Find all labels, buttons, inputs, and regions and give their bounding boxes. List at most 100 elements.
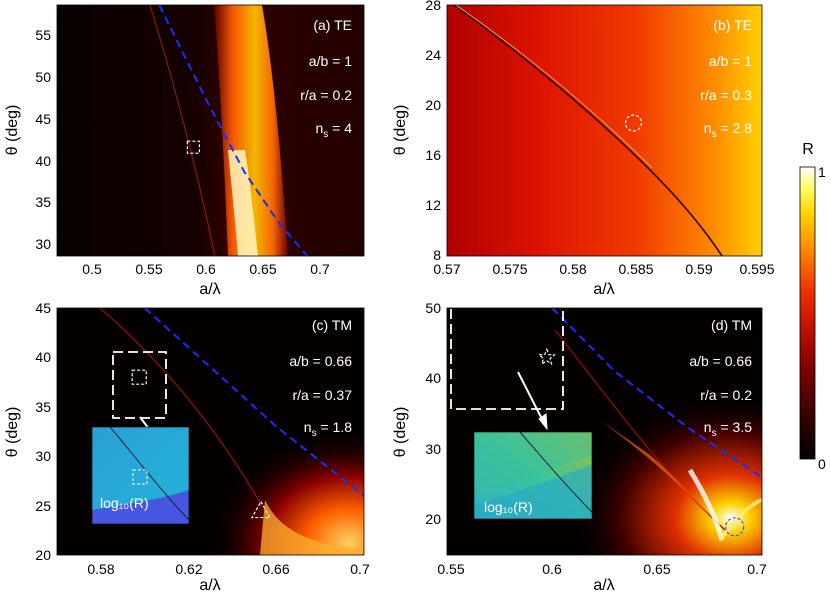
panel-d-arrow [517, 371, 546, 426]
y-tick-label: 30 [425, 441, 441, 457]
panel-a-x-axis-label: a/λ [199, 281, 220, 298]
y-tick-label: 45 [35, 111, 51, 127]
panel-d: log₁₀(R) 0.55 0.6 35 40 45 50 a/λ θ (deg… [392, 300, 767, 593]
panel-d-param-ns: ns = 3.5 [704, 419, 752, 439]
panel-c-inset-region [112, 351, 167, 419]
panel-d-blue-dashed-line [551, 307, 763, 479]
panel-c-blue-dashed-line [144, 307, 365, 497]
panel-c-x-axis-label: a/λ [199, 577, 220, 593]
y-tick-label: 55 [35, 27, 51, 43]
y-tick-label: 20 [425, 511, 441, 527]
inset-y-tick: 38 [78, 468, 90, 479]
x-tick-label: 0.585 [618, 261, 653, 277]
y-tick-label: 30 [35, 236, 51, 252]
inset-y-tick: 45 [460, 458, 472, 469]
x-tick-label: 0.6 [196, 261, 216, 277]
x-tick-label: 0.65 [249, 261, 276, 277]
y-tick-label: 8 [433, 247, 441, 263]
x-tick-label: 0.57 [433, 261, 460, 277]
panel-c-x-ticks: 0.58 0.62 0.66 0.7 [87, 561, 370, 577]
panel-a-label: (a) TE [313, 17, 352, 33]
panel-c: log₁₀(R) 0.59 0.6 0.61 36 38 40 a/λ θ (d… [4, 300, 370, 593]
inset-x-tick: 0.6 [138, 529, 152, 540]
panel-d-inset-y-label: θ (deg) [451, 464, 461, 493]
panel-a-x-ticks: 0.5 0.55 0.6 0.65 0.7 [82, 261, 330, 277]
inset-y-tick: 40 [460, 486, 472, 497]
x-tick-label: 0.55 [135, 261, 162, 277]
panel-c-param-ra: r/a = 0.37 [292, 387, 352, 403]
y-tick-label: 45 [35, 300, 51, 316]
x-tick-label: 0.59 [685, 261, 712, 277]
panel-a-marker [186, 140, 200, 154]
y-tick-label: 40 [425, 370, 441, 386]
panel-d-inset: log₁₀(R) 0.55 0.6 35 40 45 50 a/λ θ (deg… [451, 430, 593, 548]
x-tick-label: 0.575 [492, 261, 527, 277]
panel-d-param-ra: r/a = 0.2 [700, 387, 752, 403]
x-tick-label: 0.7 [747, 561, 767, 577]
y-tick-label: 50 [35, 69, 51, 85]
y-tick-label: 30 [35, 448, 51, 464]
panel-d-circle-marker [725, 517, 745, 537]
panel-d-arrow-head [538, 413, 548, 431]
x-tick-label: 0.595 [739, 261, 774, 277]
panel-d-y-axis-label: θ (deg) [392, 407, 409, 458]
inset-x-tick: 0.6 [553, 524, 567, 535]
y-tick-label: 20 [425, 97, 441, 113]
panel-c-param-ab: a/b = 0.66 [289, 353, 352, 369]
panel-a-param-ab: a/b = 1 [309, 53, 352, 69]
panel-b-param-ab: a/b = 1 [709, 53, 752, 69]
x-tick-label: 0.5 [82, 261, 102, 277]
y-tick-label: 40 [35, 153, 51, 169]
panel-a-y-ticks: 30 35 40 45 50 55 [35, 27, 51, 252]
panel-a-heatmap [57, 5, 364, 256]
panel-b-param-ra: r/a = 0.3 [700, 87, 752, 103]
panel-d-x-axis-label: a/λ [593, 577, 614, 593]
x-tick-label: 0.6 [542, 561, 562, 577]
panel-a-blue-dashed-line [158, 4, 308, 257]
y-tick-label: 40 [35, 349, 51, 365]
inset-x-tick: 0.59 [100, 529, 120, 540]
panel-b-y-ticks: 8 12 16 20 24 28 [425, 0, 441, 263]
x-tick-label: 0.7 [350, 561, 370, 577]
x-tick-label: 0.58 [87, 561, 114, 577]
panel-d-frame [446, 307, 763, 556]
inset-x-tick: 0.55 [475, 524, 495, 535]
inset-y-tick: 40 [78, 427, 90, 438]
panel-c-inset-label: log₁₀(R) [100, 495, 149, 511]
panel-d-param-ab: a/b = 0.66 [689, 353, 752, 369]
panel-d-inset-region [450, 302, 564, 410]
panel-d-heatmap [447, 308, 762, 555]
colorbar-label: R [802, 141, 814, 158]
panel-d-inset-label: log₁₀(R) [484, 499, 533, 515]
panel-b-x-axis-label: a/λ [593, 281, 614, 298]
panel-a-y-axis-label: θ (deg) [4, 105, 21, 156]
x-tick-label: 0.55 [437, 561, 464, 577]
inset-x-tick: 0.61 [170, 529, 190, 540]
panel-b-frame [446, 4, 763, 257]
panel-d-label: (d) TM [711, 317, 752, 333]
y-tick-label: 20 [35, 547, 51, 563]
colorbar-gradient [799, 166, 816, 460]
panel-b-label: (b) TE [713, 17, 752, 33]
panel-c-frame [56, 307, 365, 556]
panel-c-y-ticks: 20 25 30 35 40 45 [35, 300, 51, 563]
panel-a-param-ra: r/a = 0.2 [300, 87, 352, 103]
panel-c-label: (c) TM [312, 317, 352, 333]
panel-c-triangle-marker [250, 500, 271, 519]
panel-b-heatmap [447, 5, 762, 256]
panel-a: (a) TE a/b = 1 r/a = 0.2 ns = 4 0.5 0.55… [4, 4, 365, 298]
inset-y-tick: 36 [78, 504, 90, 515]
panel-c-inset-y-label: θ (deg) [62, 461, 72, 490]
y-tick-label: 28 [425, 0, 441, 13]
x-tick-label: 0.65 [643, 561, 670, 577]
panel-b-param-ns: ns = 2.8 [704, 120, 752, 140]
x-tick-label: 0.62 [175, 561, 202, 577]
y-tick-label: 25 [35, 498, 51, 514]
inset-y-tick: 35 [460, 514, 472, 525]
colorbar-tick-min: 0 [818, 456, 826, 472]
colorbar-tick-max: 1 [818, 164, 826, 180]
y-tick-label: 35 [35, 194, 51, 210]
y-tick-label: 50 [425, 300, 441, 316]
panel-b-y-axis-label: θ (deg) [392, 105, 409, 156]
